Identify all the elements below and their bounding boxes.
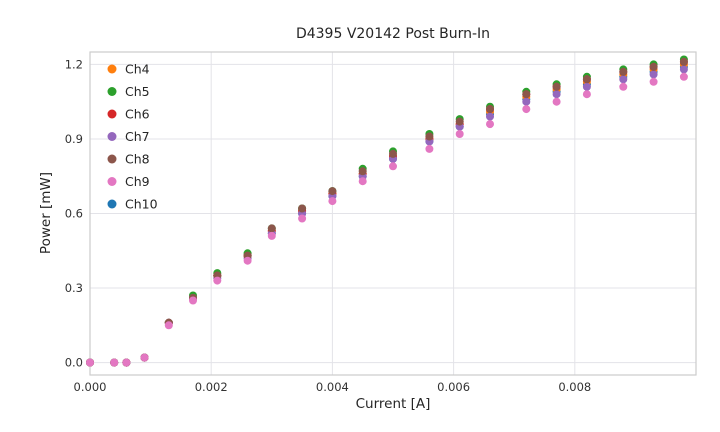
data-point bbox=[619, 67, 628, 76]
data-point bbox=[298, 214, 307, 223]
x-tick-label: 0.008 bbox=[558, 380, 591, 394]
data-point bbox=[649, 77, 658, 86]
data-point bbox=[86, 358, 94, 367]
data-point bbox=[552, 90, 561, 99]
data-point bbox=[582, 75, 591, 84]
y-tick-label: 1.2 bbox=[65, 57, 83, 71]
data-point bbox=[164, 321, 173, 330]
legend-item-ch8: Ch8 bbox=[107, 152, 150, 167]
legend-label: Ch5 bbox=[125, 84, 150, 99]
series-ch9 bbox=[86, 72, 688, 367]
legend-label: Ch4 bbox=[125, 62, 150, 77]
data-point bbox=[189, 296, 197, 305]
data-point bbox=[522, 105, 531, 114]
x-tick-label: 0.002 bbox=[195, 380, 228, 394]
legend-label: Ch9 bbox=[125, 174, 150, 189]
legend-item-ch4: Ch4 bbox=[107, 62, 150, 77]
y-tick-label: 0.3 bbox=[65, 281, 83, 295]
data-point bbox=[267, 224, 276, 233]
data-point bbox=[425, 144, 434, 153]
data-point bbox=[328, 197, 337, 206]
legend-label: Ch6 bbox=[125, 107, 150, 122]
y-tick-label: 0.9 bbox=[65, 132, 83, 146]
x-axis-label: Current [A] bbox=[355, 396, 431, 412]
data-point bbox=[486, 112, 494, 121]
y-tick-label: 0.0 bbox=[65, 356, 83, 370]
legend: Ch4 Ch5 Ch6 Ch7 Ch8 Ch9 Ch10 bbox=[107, 62, 158, 212]
data-point bbox=[267, 231, 276, 240]
data-point bbox=[679, 57, 688, 66]
x-tick-label: 0.000 bbox=[74, 380, 107, 394]
legend-label: Ch8 bbox=[125, 152, 150, 167]
legend-item-ch10: Ch10 bbox=[107, 197, 158, 212]
data-point bbox=[486, 105, 494, 114]
data-point bbox=[389, 162, 397, 171]
data-point bbox=[486, 120, 494, 129]
data-point bbox=[389, 149, 397, 158]
data-point bbox=[298, 204, 307, 213]
data-point bbox=[140, 353, 149, 362]
data-point bbox=[455, 117, 464, 126]
chart-title: D4395 V20142 Post Burn-In bbox=[295, 26, 491, 42]
legend-item-ch7: Ch7 bbox=[107, 129, 150, 144]
legend-swatch bbox=[107, 177, 117, 186]
data-point bbox=[328, 187, 337, 196]
data-point bbox=[358, 177, 367, 186]
legend-swatch bbox=[107, 87, 117, 96]
data-point bbox=[649, 62, 658, 71]
plot-border bbox=[89, 51, 697, 376]
legend-swatch bbox=[107, 199, 117, 209]
data-point bbox=[425, 132, 434, 141]
data-point bbox=[122, 358, 131, 367]
data-point bbox=[213, 276, 222, 285]
legend-item-ch5: Ch5 bbox=[107, 84, 150, 99]
y-axis-label: Power [mW] bbox=[38, 171, 54, 255]
data-point bbox=[455, 130, 464, 138]
legend-item-ch6: Ch6 bbox=[107, 107, 150, 122]
legend-item-ch9: Ch9 bbox=[107, 174, 150, 189]
legend-swatch bbox=[107, 109, 117, 119]
legend-swatch bbox=[107, 64, 117, 74]
data-point bbox=[522, 90, 531, 99]
legend-label: Ch10 bbox=[125, 197, 158, 212]
data-point bbox=[582, 90, 591, 99]
data-point bbox=[358, 167, 367, 176]
data-point bbox=[619, 75, 628, 84]
data-point bbox=[649, 70, 658, 79]
legend-swatch bbox=[107, 132, 117, 141]
x-tick-label: 0.006 bbox=[437, 380, 470, 394]
legend-swatch bbox=[107, 154, 117, 164]
data-point bbox=[552, 82, 561, 91]
data-point bbox=[619, 82, 628, 91]
legend-label: Ch7 bbox=[125, 129, 150, 144]
data-point bbox=[679, 65, 688, 74]
data-point bbox=[552, 97, 561, 106]
data-point bbox=[679, 72, 688, 81]
data-point bbox=[110, 358, 119, 367]
x-tick-label: 0.004 bbox=[316, 380, 349, 394]
data-point bbox=[522, 97, 531, 106]
data-point bbox=[582, 82, 591, 91]
y-tick-label: 0.6 bbox=[65, 207, 83, 221]
series-ch8 bbox=[86, 57, 688, 367]
data-point bbox=[243, 256, 252, 265]
